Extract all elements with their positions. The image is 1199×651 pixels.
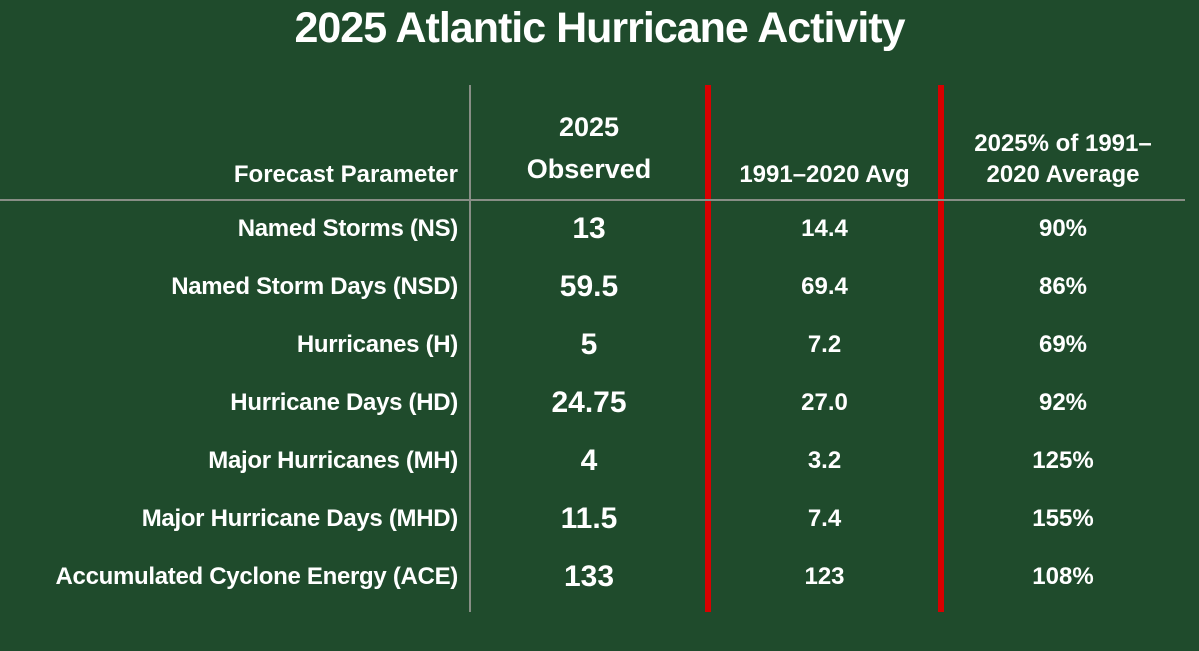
row-average-value: 7.4 — [807, 505, 842, 532]
row-percent-value: 108% — [1032, 563, 1094, 590]
row-observed-value: 4 — [580, 444, 598, 477]
row-average-value: 27.0 — [801, 389, 848, 416]
row-percent-value: 92% — [1038, 389, 1088, 416]
row-average-value: 7.2 — [807, 331, 842, 358]
row-observed-value: 24.75 — [551, 386, 627, 419]
header-forecast-parameter: Forecast Parameter — [233, 161, 458, 189]
row-observed-value: 59.5 — [559, 270, 619, 303]
row-parameter: Hurricane Days (HD) — [230, 389, 458, 416]
activity-table: Forecast Parameter 2025 Observed 1991–20… — [0, 85, 1185, 606]
row-parameter: Named Storm Days (NSD) — [171, 273, 458, 300]
row-parameter: Major Hurricane Days (MHD) — [141, 505, 459, 532]
header-divider-line — [0, 199, 1185, 201]
column-divider-red-1 — [705, 85, 711, 612]
row-average-value: 3.2 — [807, 447, 842, 474]
row-parameter: Hurricanes (H) — [296, 331, 458, 358]
row-observed-value: 13 — [572, 212, 606, 245]
header-2025-observed: 2025 Observed — [526, 112, 652, 185]
column-divider-red-2 — [938, 85, 944, 612]
page-title: 2025 Atlantic Hurricane Activity — [294, 4, 905, 52]
row-average-value: 14.4 — [801, 215, 848, 242]
row-parameter: Accumulated Cyclone Energy (ACE) — [55, 563, 459, 590]
row-percent-value: 90% — [1038, 215, 1088, 242]
row-parameter: Major Hurricanes (MH) — [208, 447, 458, 474]
row-observed-value: 133 — [563, 560, 615, 593]
row-observed-value: 5 — [580, 328, 598, 361]
row-parameter: Named Storms (NS) — [237, 215, 459, 242]
row-average-value: 69.4 — [801, 273, 848, 300]
row-percent-value: 155% — [1032, 505, 1094, 532]
row-percent-value: 86% — [1038, 273, 1088, 300]
row-percent-value: 69% — [1038, 331, 1088, 358]
row-percent-value: 125% — [1032, 447, 1094, 474]
header-percent-of-average: 2025% of 1991– 2020 Average — [974, 129, 1152, 189]
column-divider-gray — [469, 85, 471, 612]
row-average-value: 123 — [804, 563, 845, 590]
row-observed-value: 11.5 — [560, 502, 618, 535]
header-1991-2020-avg: 1991–2020 Avg — [739, 161, 910, 189]
